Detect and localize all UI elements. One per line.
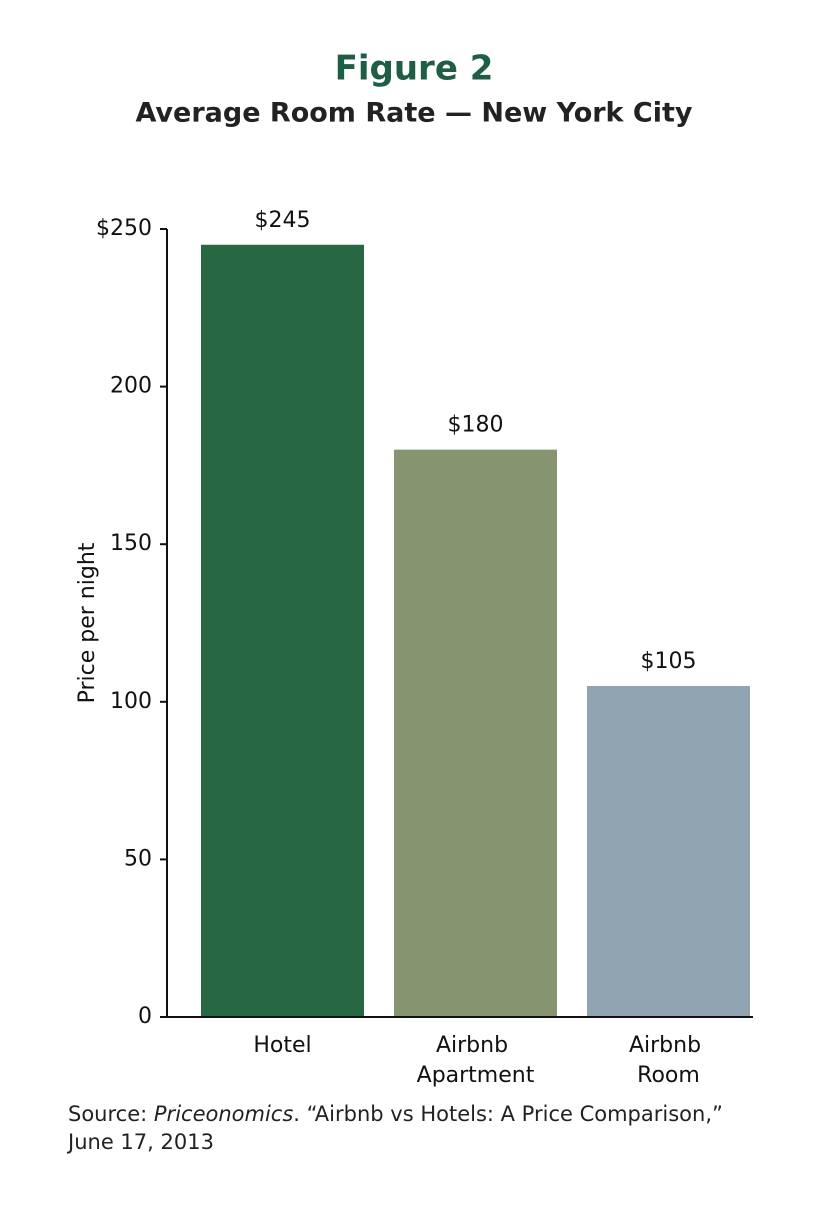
bar [394, 449, 557, 1017]
y-tick-label: 200 [110, 374, 152, 399]
source-text: Source: [68, 1102, 154, 1126]
x-tick-label: Hotel [253, 1033, 311, 1058]
x-tick-label: Airbnb Room [629, 1033, 708, 1088]
y-tick-label: 0 [138, 1004, 152, 1029]
chart-title: Figure 2 [335, 49, 494, 89]
bar [201, 244, 364, 1017]
x-tick-label: Airbnb Apartment [417, 1033, 535, 1088]
y-axis-label: Price per night [75, 542, 100, 703]
y-tick-label: 50 [124, 846, 152, 871]
source-publication: Priceonomics [153, 1102, 294, 1126]
chart-subtitle: Average Room Rate — New York City [136, 98, 693, 129]
source-text: . “Airbnb vs Hotels: A Price Comparison,… [293, 1102, 723, 1126]
y-tick-label: $250 [96, 216, 152, 241]
source-note: Source: Priceonomics. “Airbnb vs Hotels:… [68, 1100, 723, 1156]
value-label: $180 [448, 413, 504, 438]
source-date: June 17, 2013 [68, 1130, 214, 1154]
value-label: $105 [641, 649, 697, 674]
value-label: $245 [255, 208, 311, 233]
bar [587, 686, 750, 1017]
y-tick-label: 100 [110, 689, 152, 714]
y-tick-label: 150 [110, 531, 152, 556]
